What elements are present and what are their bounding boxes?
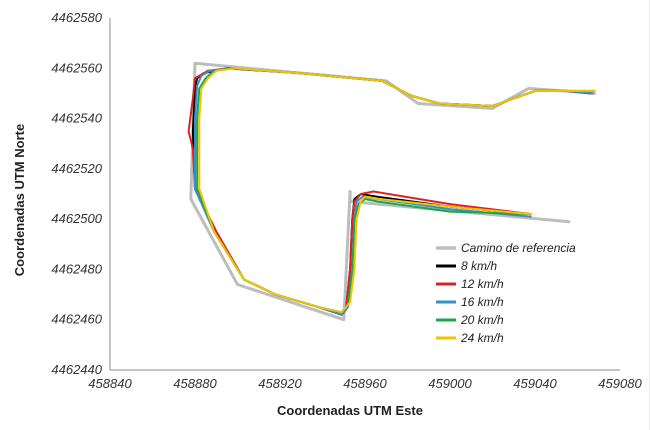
y-tick-label: 4462480 xyxy=(51,261,102,276)
y-tick-label: 4462440 xyxy=(51,362,102,377)
legend-label: 12 km/h xyxy=(461,277,504,291)
legend-label: 20 km/h xyxy=(460,313,504,327)
x-tick-label: 458920 xyxy=(258,376,302,391)
legend-label: 16 km/h xyxy=(461,295,504,309)
y-axis-ticks: 4462440 4462460 4462480 4462500 4462520 44625… xyxy=(51,10,102,377)
series-line-5 xyxy=(198,67,596,314)
y-axis-title: Coordenadas UTM Norte xyxy=(12,124,27,276)
plot-area xyxy=(109,18,620,371)
y-tick-label: 4462580 xyxy=(51,10,102,25)
y-tick-label: 4462540 xyxy=(51,111,102,126)
x-tick-label: 459000 xyxy=(428,376,472,391)
y-tick-label: 4462460 xyxy=(51,312,102,327)
legend-label: 8 km/h xyxy=(461,259,497,273)
x-tick-label: 458960 xyxy=(343,376,387,391)
x-tick-label: 458840 xyxy=(88,376,132,391)
series-line-1 xyxy=(191,67,592,316)
x-axis-title: Coordenadas UTM Este xyxy=(277,403,423,418)
x-tick-label: 459040 xyxy=(513,376,557,391)
y-tick-label: 4462520 xyxy=(51,161,102,176)
series-line-2 xyxy=(187,67,594,316)
y-tick-label: 4462560 xyxy=(51,60,102,75)
series-line-3 xyxy=(194,67,594,316)
series-line-4 xyxy=(196,67,596,314)
series-line-0 xyxy=(189,61,596,322)
x-axis-ticks: 458840 458880 458920 458960 459000 459040 4590… xyxy=(88,376,642,391)
x-tick-label: 458880 xyxy=(173,376,217,391)
legend-label: 24 km/h xyxy=(460,331,504,345)
legend-label: Camino de referencia xyxy=(461,241,576,255)
legend: Camino de referencia 8 km/h 12 km/h 16 km/h… xyxy=(436,241,576,345)
x-tick-label: 459080 xyxy=(598,376,642,391)
y-tick-label: 4462500 xyxy=(51,211,102,226)
